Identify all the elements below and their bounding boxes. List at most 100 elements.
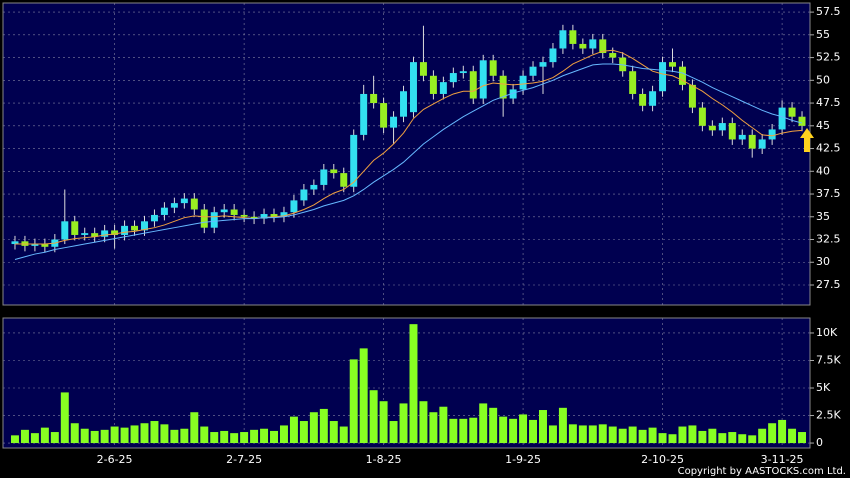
- candle-body: [728, 123, 736, 140]
- volume-bar: [708, 428, 717, 444]
- volume-bar: [260, 428, 269, 444]
- candle-body: [569, 30, 577, 44]
- volume-bar: [190, 412, 199, 444]
- candle-body: [240, 214, 248, 217]
- candle-body: [121, 225, 129, 235]
- volume-bar: [70, 423, 79, 444]
- candle-body: [788, 107, 796, 117]
- volume-bar: [309, 412, 318, 444]
- candle-body: [400, 91, 408, 117]
- candle-body: [519, 75, 527, 90]
- candle-body: [11, 241, 19, 245]
- volume-bar: [389, 421, 398, 444]
- volume-bar: [10, 435, 19, 444]
- volume-bar: [30, 433, 39, 444]
- volume-bar: [529, 419, 538, 444]
- y-tick-label: 40: [816, 164, 830, 177]
- volume-bar: [40, 427, 49, 444]
- candle-body: [260, 214, 268, 219]
- volume-bar: [519, 414, 528, 444]
- candle-body: [270, 214, 278, 217]
- candle-body: [61, 221, 69, 240]
- moving-average-line: [14, 63, 803, 261]
- candle-body: [429, 75, 437, 94]
- x-tick-label: 1-9-25: [505, 453, 541, 466]
- volume-bar: [80, 428, 89, 444]
- volume-bar: [568, 424, 577, 444]
- volume-bar: [339, 426, 348, 444]
- candle-body: [549, 48, 557, 63]
- volume-bar: [678, 426, 687, 444]
- volume-bar: [270, 430, 278, 444]
- candle-body: [678, 66, 686, 85]
- volume-bar: [419, 401, 428, 444]
- arrow-icon: [800, 128, 814, 152]
- candle-body: [310, 184, 318, 190]
- candle-body: [180, 198, 188, 204]
- volume-bar: [220, 430, 229, 444]
- y-tick-label: 32.5: [816, 233, 841, 246]
- volume-bar: [319, 408, 328, 444]
- candle-body: [230, 209, 238, 215]
- candle-body: [449, 73, 457, 83]
- volume-bar: [130, 425, 139, 444]
- volume-bar: [459, 418, 468, 444]
- volume-bar: [170, 429, 179, 444]
- copyright: Copyright by AASTOCKS.com Ltd.: [678, 466, 846, 477]
- candle-body: [589, 39, 597, 49]
- candle-body: [190, 198, 198, 210]
- volume-bar: [180, 428, 189, 444]
- candle-body: [300, 189, 308, 201]
- candle-body: [111, 230, 119, 235]
- candle-body: [499, 75, 507, 99]
- candle-body: [509, 89, 517, 99]
- price-panel: [2, 2, 811, 306]
- candle-body: [41, 244, 49, 247]
- candle-body: [210, 212, 218, 228]
- candle-body: [380, 103, 388, 128]
- volume-bar: [628, 426, 637, 444]
- candle-body: [350, 134, 358, 187]
- candle-body: [778, 107, 786, 130]
- volume-bar: [210, 432, 219, 444]
- candle-body: [758, 139, 766, 149]
- volume-bar: [279, 425, 288, 444]
- y-tick-label: 42.5: [816, 142, 841, 155]
- volume-bar: [768, 423, 777, 444]
- y-tick-label: 2.5K: [816, 409, 841, 422]
- candle-body: [150, 214, 158, 222]
- candle-body: [718, 123, 726, 131]
- candle-body: [489, 60, 497, 76]
- volume-bar: [299, 421, 308, 444]
- volume-bar: [578, 425, 587, 444]
- volume-bar: [539, 410, 547, 444]
- volume-bar: [429, 412, 438, 444]
- volume-bar: [329, 421, 338, 444]
- volume-bar: [778, 419, 787, 444]
- volume-bar: [658, 433, 667, 444]
- candle-body: [280, 212, 288, 217]
- volume-bar: [409, 324, 418, 444]
- candle-body: [81, 233, 89, 235]
- candle-body: [409, 62, 417, 113]
- x-tick-label: 1-8-25: [366, 453, 402, 466]
- candle-body: [101, 230, 109, 237]
- volume-bar: [738, 434, 747, 444]
- candle-body: [599, 39, 607, 54]
- volume-bar: [289, 416, 298, 444]
- x-tick-label: 2-7-25: [226, 453, 262, 466]
- y-tick-label: 0: [816, 436, 823, 449]
- y-tick-label: 57.5: [816, 5, 841, 18]
- volume-bar: [509, 418, 518, 444]
- y-tick-label: 37.5: [816, 187, 841, 200]
- candle-body: [698, 107, 706, 126]
- candle-body: [220, 209, 228, 213]
- volume-bar: [60, 392, 69, 444]
- candle-body: [738, 134, 746, 140]
- candle-body: [370, 93, 378, 104]
- volume-bar: [688, 425, 697, 444]
- y-tick-label: 7.5K: [816, 353, 841, 366]
- y-tick-label: 5K: [816, 381, 831, 394]
